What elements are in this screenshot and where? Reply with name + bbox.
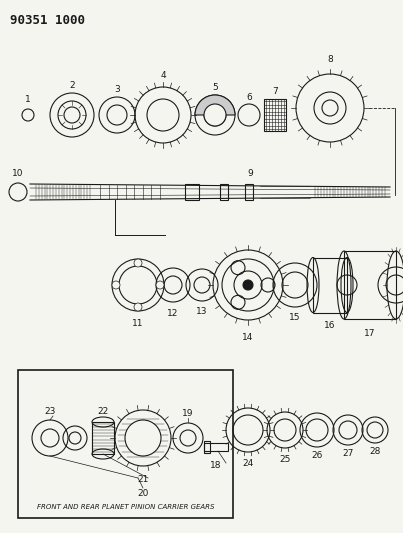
- Bar: [245, 184, 253, 200]
- Bar: [18, 370, 233, 518]
- Text: FRONT AND REAR PLANET PINION CARRIER GEARS: FRONT AND REAR PLANET PINION CARRIER GEA…: [37, 504, 214, 510]
- Text: 21: 21: [137, 475, 149, 484]
- Text: 14: 14: [242, 333, 253, 342]
- Text: 28: 28: [369, 448, 381, 456]
- Text: 4: 4: [160, 70, 166, 79]
- Text: 3: 3: [114, 85, 120, 93]
- Text: 23: 23: [44, 408, 56, 416]
- Text: 15: 15: [289, 312, 301, 321]
- Bar: [204, 441, 210, 453]
- Circle shape: [134, 259, 142, 267]
- Text: 1: 1: [25, 94, 31, 103]
- Text: 26: 26: [311, 451, 323, 461]
- Text: 6: 6: [246, 93, 252, 101]
- Text: 9: 9: [247, 169, 253, 179]
- Text: 20: 20: [137, 489, 149, 497]
- Text: 24: 24: [242, 459, 253, 469]
- Wedge shape: [195, 95, 235, 115]
- Bar: [264, 99, 286, 131]
- Text: 22: 22: [98, 408, 109, 416]
- Text: 7: 7: [272, 87, 278, 96]
- Text: 16: 16: [324, 320, 336, 329]
- Text: 11: 11: [132, 319, 144, 327]
- Circle shape: [204, 104, 226, 126]
- Circle shape: [156, 281, 164, 289]
- Bar: [344, 251, 396, 319]
- Bar: [185, 184, 199, 200]
- Bar: [313, 257, 347, 312]
- Circle shape: [134, 303, 142, 311]
- Bar: [220, 184, 228, 200]
- Text: 18: 18: [210, 462, 222, 471]
- Text: 27: 27: [342, 449, 354, 458]
- Bar: [92, 422, 114, 454]
- Text: 10: 10: [12, 169, 24, 179]
- Circle shape: [243, 280, 253, 290]
- Text: 12: 12: [167, 309, 179, 318]
- Text: 5: 5: [212, 83, 218, 92]
- Text: 90351 1000: 90351 1000: [10, 14, 85, 27]
- Text: 25: 25: [279, 456, 291, 464]
- Text: 19: 19: [182, 409, 194, 418]
- Bar: [204, 443, 228, 451]
- Circle shape: [112, 281, 120, 289]
- Text: 8: 8: [327, 55, 333, 64]
- Text: 13: 13: [196, 306, 208, 316]
- Text: 17: 17: [364, 328, 376, 337]
- Text: 2: 2: [69, 80, 75, 90]
